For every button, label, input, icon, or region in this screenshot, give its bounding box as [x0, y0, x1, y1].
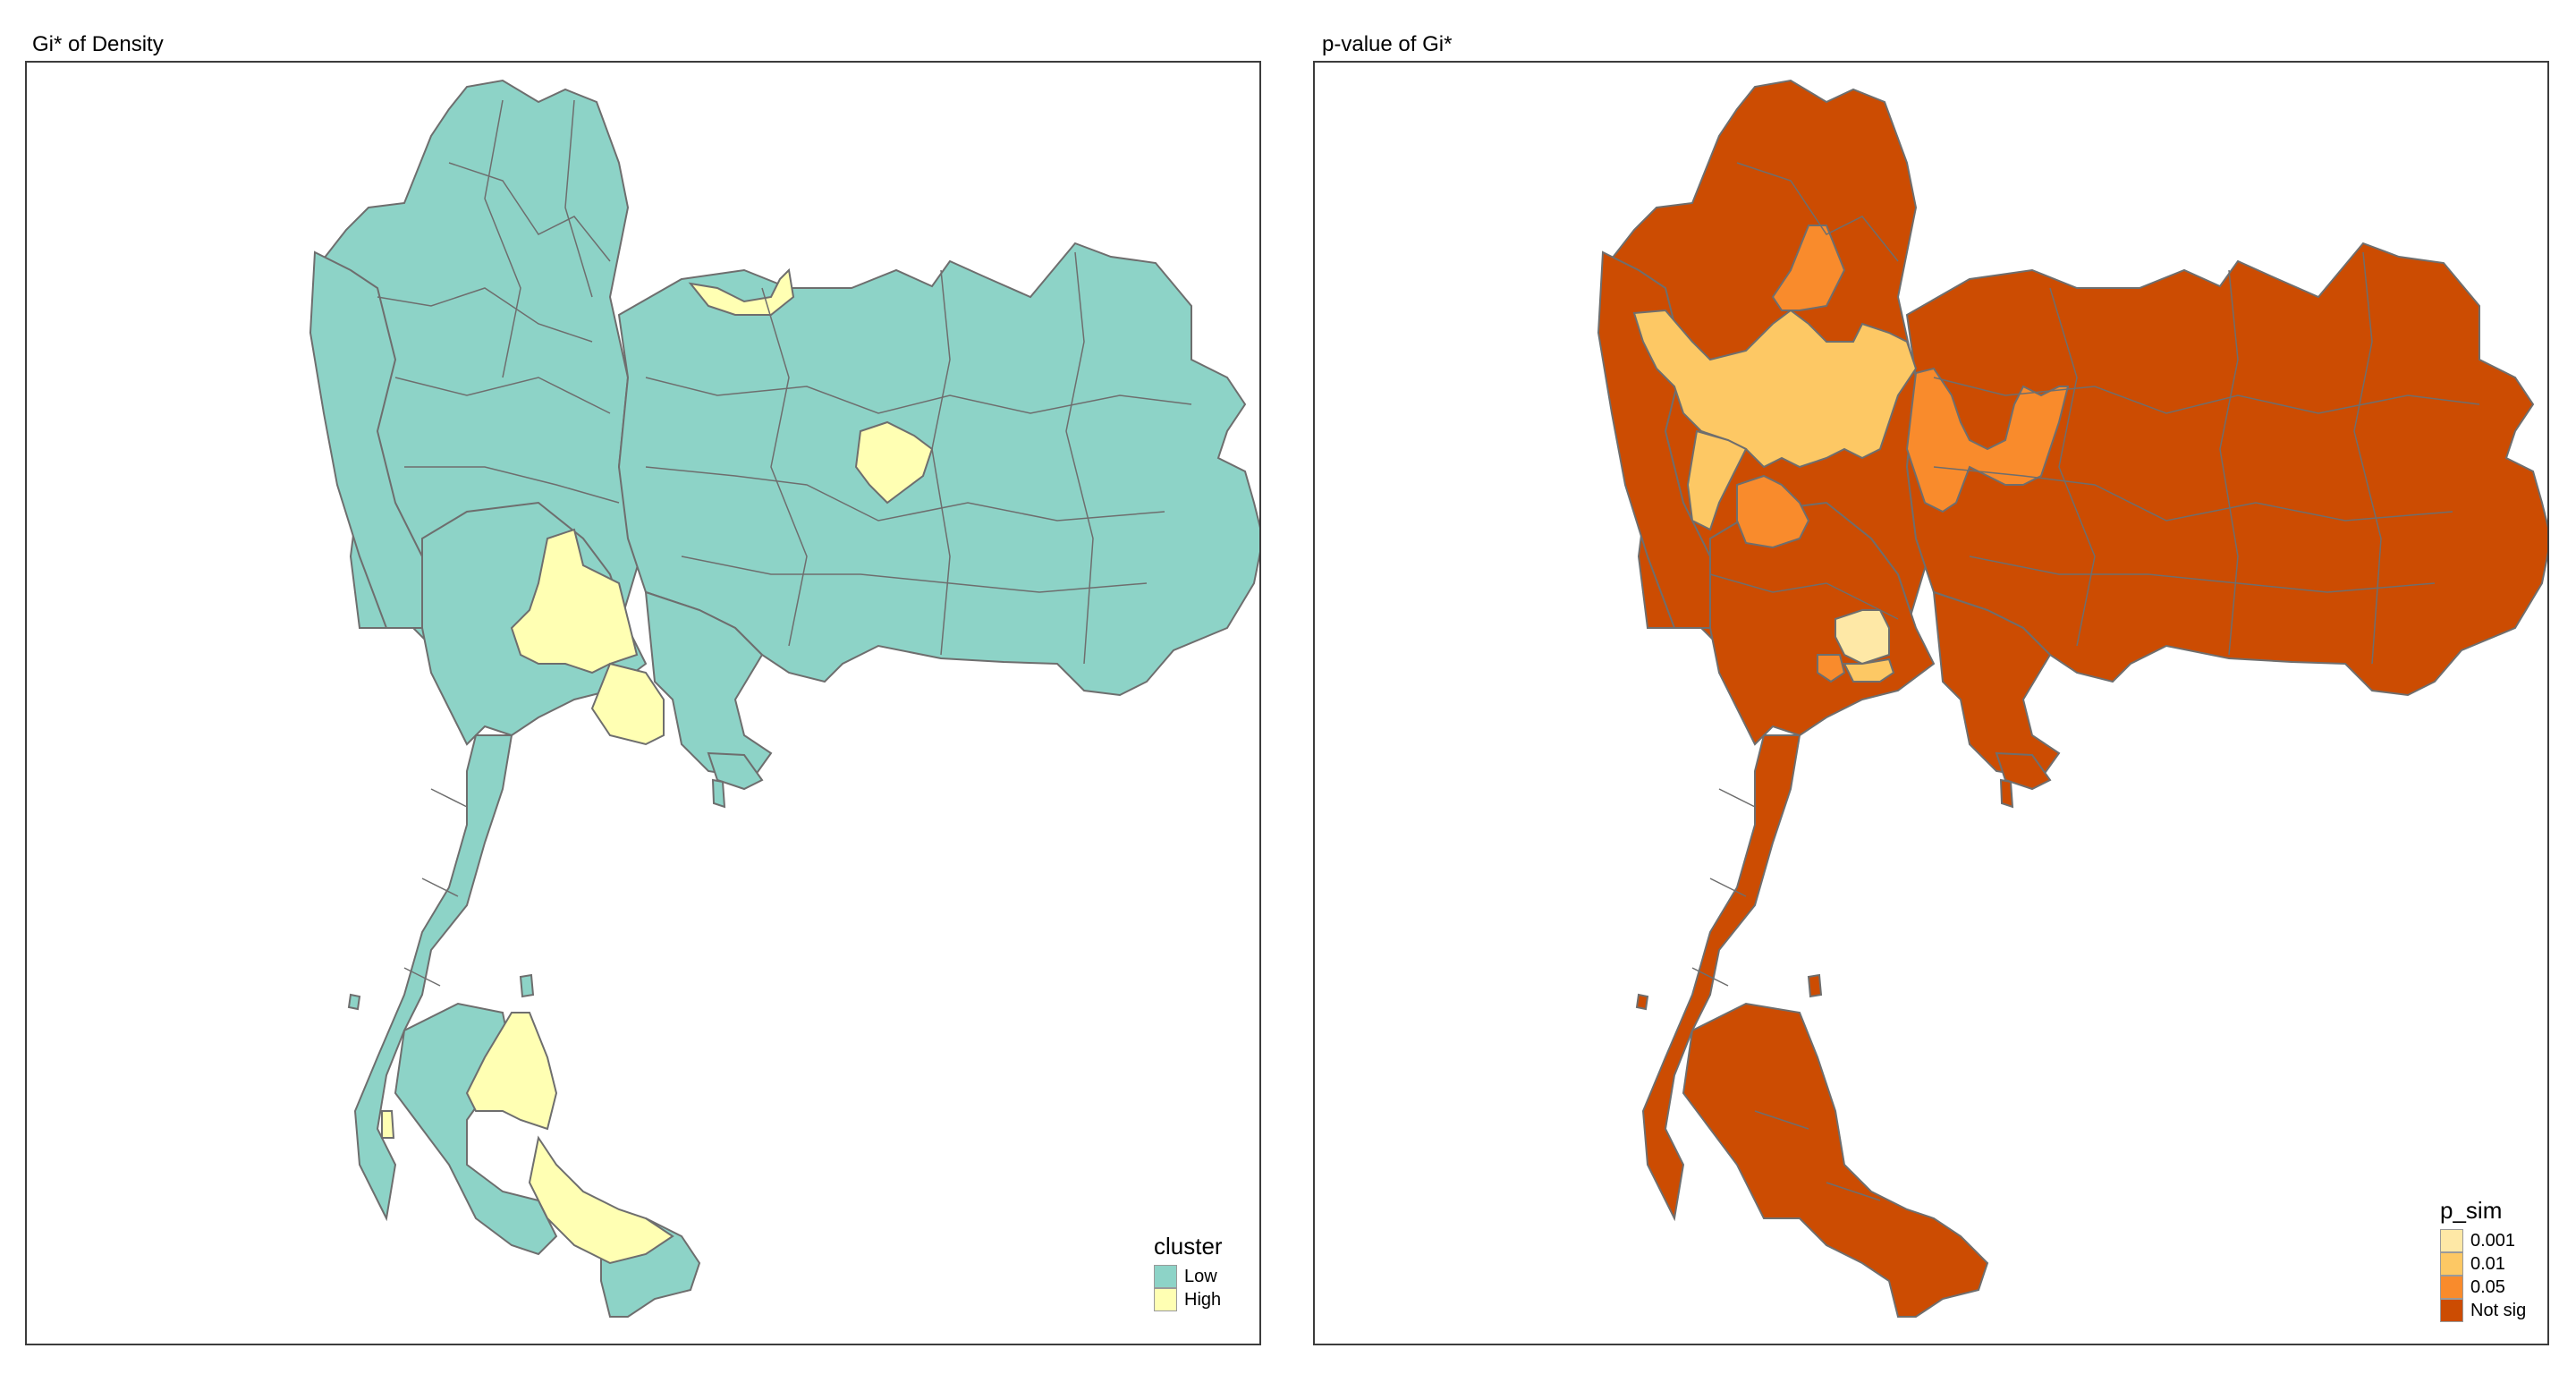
legend-row-notsig: Not sig [2440, 1299, 2526, 1322]
legend-swatch-p001 [2440, 1229, 2463, 1252]
region-high-northeast [854, 420, 934, 505]
right-legend-title: p_sim [2440, 1197, 2503, 1224]
island-r-1 [1807, 973, 1823, 998]
legend-row-p05: 0.05 [2440, 1276, 2526, 1299]
left-legend-title: cluster [1154, 1233, 1223, 1260]
region-p01-a [1632, 309, 1918, 469]
right-map-svg [1597, 79, 2547, 1318]
region-southeast-r [1995, 751, 2052, 791]
legend-row-high: High [1154, 1288, 1223, 1311]
legend-row-low: Low [1154, 1265, 1223, 1288]
region-p01-c [1843, 657, 1895, 683]
right-legend: p_sim 0.001 0.01 0.05 Not sig [2440, 1197, 2526, 1322]
legend-label-high: High [1184, 1290, 1222, 1310]
region-southeast [707, 751, 764, 791]
legend-swatch-p05 [2440, 1276, 2463, 1299]
region-upper-south-r [1641, 734, 1801, 1222]
left-map-svg [309, 79, 1259, 1318]
region-east-r [1932, 590, 2061, 780]
region-high-island [381, 1110, 395, 1139]
region-high-south-lower [528, 1135, 674, 1265]
region-high-north [688, 267, 795, 316]
legend-label-p05: 0.05 [2470, 1277, 2505, 1297]
province-boundaries-right [1691, 162, 2480, 1201]
region-p05-d [1817, 654, 1846, 683]
legend-label-p001: 0.001 [2470, 1231, 2516, 1251]
region-high-south-east [465, 1012, 558, 1131]
island-r-3 [1999, 778, 2014, 809]
legend-swatch-low [1154, 1265, 1177, 1288]
legend-label-p01: 0.01 [2470, 1254, 2505, 1274]
island-3 [711, 778, 726, 809]
legend-swatch-notsig [2440, 1299, 2463, 1322]
legend-swatch-high [1154, 1288, 1177, 1311]
left-panel-title: Gi* of Density [32, 32, 164, 56]
legend-label-notsig: Not sig [2470, 1301, 2527, 1320]
left-legend: cluster Low High [1154, 1233, 1223, 1311]
region-lower-south-r [1682, 1002, 1989, 1318]
region-p05-a [1771, 225, 1846, 311]
legend-row-p01: 0.01 [2440, 1252, 2526, 1276]
right-map-frame: p_sim 0.001 0.01 0.05 Not sig [1313, 61, 2549, 1345]
right-panel-title: p-value of Gi* [1322, 32, 1453, 56]
legend-label-low: Low [1184, 1267, 1217, 1286]
region-p01-b [1686, 429, 1748, 531]
region-high-central [510, 528, 639, 674]
legend-row-p001: 0.001 [2440, 1229, 2526, 1252]
region-high-central-2 [590, 662, 665, 746]
region-p001 [1835, 609, 1890, 666]
left-map-frame: cluster Low High [25, 61, 1261, 1345]
region-east [644, 590, 773, 780]
region-upper-south [353, 734, 513, 1222]
island-2 [347, 993, 361, 1011]
region-p05-c [1736, 474, 1810, 549]
island-r-2 [1635, 993, 1649, 1011]
island-1 [519, 973, 535, 998]
province-boundaries-left [377, 99, 1192, 987]
region-central-r [1709, 501, 1936, 746]
legend-swatch-p01 [2440, 1252, 2463, 1276]
